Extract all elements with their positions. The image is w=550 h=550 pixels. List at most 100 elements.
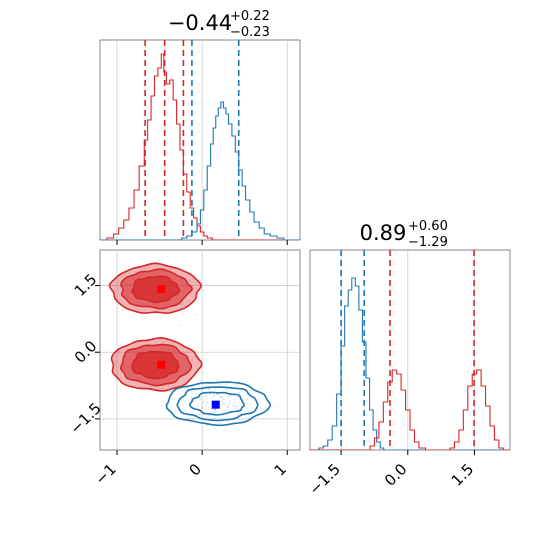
sample-point bbox=[169, 390, 172, 393]
sample-point bbox=[242, 399, 245, 402]
sample-point bbox=[115, 363, 118, 366]
sample-point bbox=[219, 384, 222, 387]
sample-point bbox=[214, 408, 217, 411]
sample-point bbox=[237, 401, 240, 403]
sample-point bbox=[226, 406, 229, 408]
panel-top-quantiles bbox=[144, 40, 240, 240]
sample-point bbox=[225, 387, 228, 390]
sample-point bbox=[238, 392, 241, 394]
point-marker bbox=[211, 400, 220, 409]
sample-point bbox=[208, 392, 211, 395]
sample-point bbox=[184, 400, 186, 403]
contour-level bbox=[131, 350, 180, 380]
sample-point bbox=[206, 401, 208, 404]
sample-point bbox=[210, 397, 213, 400]
sample-point bbox=[190, 396, 193, 399]
sample-point bbox=[162, 341, 164, 344]
sample-point bbox=[228, 395, 231, 398]
sample-point bbox=[221, 401, 224, 404]
sample-point bbox=[220, 396, 223, 399]
panel-top-title-plus: +0.22 bbox=[230, 9, 270, 24]
sample-point bbox=[199, 396, 202, 399]
panel-right-title: 0.89 bbox=[360, 221, 407, 245]
sample-point bbox=[249, 403, 252, 406]
sample-point bbox=[208, 406, 211, 409]
sample-point bbox=[225, 409, 228, 412]
panel-2d: −1 0 1 1.50.0−1.5 bbox=[66, 249, 301, 488]
sample-point bbox=[136, 345, 139, 347]
sample-point bbox=[205, 404, 208, 407]
sample-point bbox=[229, 399, 231, 402]
y-tick-label: 0.0 bbox=[71, 337, 101, 367]
sample-point bbox=[121, 376, 123, 379]
sample-point bbox=[201, 407, 203, 410]
sample-point bbox=[191, 359, 194, 361]
panel-top-frame bbox=[99, 39, 301, 241]
panel-right-quantiles bbox=[340, 250, 475, 450]
sample-point bbox=[164, 402, 167, 405]
sample-point bbox=[205, 394, 208, 397]
contour-level bbox=[165, 381, 272, 427]
sample-point bbox=[203, 400, 206, 403]
sample-point bbox=[236, 413, 239, 416]
sample-point bbox=[196, 392, 199, 395]
histogram-series bbox=[100, 101, 300, 240]
sample-point bbox=[235, 405, 238, 408]
sample-point bbox=[227, 405, 229, 408]
sample-point bbox=[221, 403, 224, 406]
sample-point bbox=[213, 394, 216, 396]
sample-point bbox=[222, 398, 225, 400]
sample-point bbox=[258, 398, 261, 401]
sample-point bbox=[220, 404, 223, 406]
sample-point bbox=[213, 409, 216, 411]
x-tick-label: −1.5 bbox=[305, 460, 343, 498]
sample-point bbox=[246, 398, 249, 401]
sample-point bbox=[192, 400, 195, 403]
sample-point bbox=[219, 421, 221, 424]
panel-2d-contours bbox=[108, 262, 272, 427]
sample-point bbox=[197, 297, 199, 300]
sample-point bbox=[232, 404, 234, 407]
sample-point bbox=[188, 300, 190, 302]
sample-point bbox=[237, 408, 240, 411]
sample-point bbox=[211, 408, 214, 411]
sample-point bbox=[210, 401, 213, 403]
sample-point bbox=[195, 314, 198, 316]
panel-top-grid bbox=[116, 40, 288, 245]
sample-point bbox=[241, 397, 244, 400]
sample-point bbox=[204, 396, 207, 399]
x-tick-label: 0 bbox=[185, 460, 204, 479]
sample-point bbox=[114, 361, 117, 364]
panel-right-histograms bbox=[310, 277, 510, 450]
sample-point bbox=[221, 395, 224, 398]
sample-point bbox=[181, 303, 184, 306]
sample-point bbox=[202, 289, 205, 292]
sample-point bbox=[196, 404, 199, 407]
contour-level bbox=[176, 386, 259, 422]
sample-point bbox=[201, 405, 204, 408]
contour-level bbox=[188, 391, 246, 416]
panel-right-marginal: −1.5 0.0 1.5 0.89 +0.60 −1.29 bbox=[305, 219, 511, 499]
sample-point bbox=[169, 269, 172, 271]
sample-point bbox=[189, 417, 192, 420]
histogram-series bbox=[310, 369, 510, 450]
sample-point bbox=[234, 399, 236, 401]
sample-point bbox=[224, 403, 226, 405]
sample-point bbox=[223, 409, 225, 412]
panel-right-title-minus: −1.29 bbox=[408, 235, 448, 250]
sample-point bbox=[276, 405, 279, 408]
sample-point bbox=[131, 339, 134, 342]
sample-point bbox=[119, 362, 121, 365]
sample-point bbox=[212, 394, 215, 397]
sample-point bbox=[219, 395, 222, 398]
sample-point bbox=[179, 324, 182, 327]
x-tick-label: 1 bbox=[271, 460, 290, 479]
sample-point bbox=[189, 280, 191, 282]
sample-point bbox=[268, 409, 270, 412]
sample-point bbox=[214, 408, 216, 411]
sample-point bbox=[226, 406, 229, 409]
panel-2d-x-ticks: −1 0 1 bbox=[91, 450, 290, 488]
panel-top-title: −0.44 bbox=[168, 11, 232, 35]
panel-right-x-ticks: −1.5 0.0 1.5 bbox=[305, 450, 477, 499]
